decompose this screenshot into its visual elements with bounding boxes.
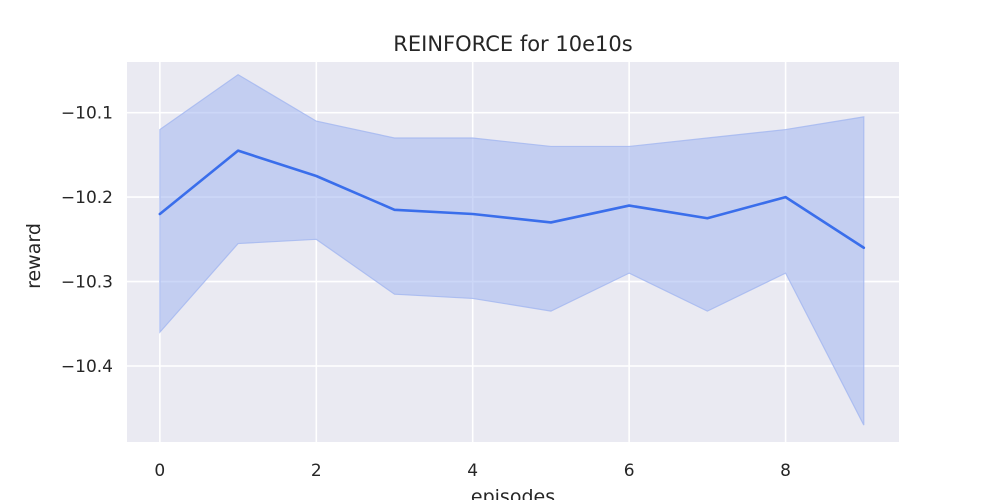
- series-line: [158, 149, 866, 250]
- chart-title: REINFORCE for 10e10s: [393, 32, 632, 56]
- y-tick-labels: −10.1 −10.2 −10.3 −10.4: [61, 104, 113, 377]
- x-tick-label: 8: [780, 461, 791, 481]
- x-tick-labels: 0 2 4 6 8: [154, 461, 791, 481]
- y-tick-label: −10.2: [61, 188, 113, 208]
- x-tick-label: 2: [311, 461, 322, 481]
- x-tick-label: 4: [467, 461, 478, 481]
- x-tick-label: 0: [154, 461, 165, 481]
- y-tick-label: −10.1: [61, 104, 113, 124]
- confidence-bands: [159, 73, 865, 426]
- y-tick-label: −10.4: [61, 357, 113, 377]
- x-axis-label: episodes: [471, 486, 555, 500]
- x-tick-label: 6: [624, 461, 635, 481]
- confidence-band: [159, 73, 865, 426]
- y-axis-label: reward: [23, 223, 45, 289]
- y-tick-label: −10.3: [61, 273, 113, 293]
- series-lines: [158, 149, 866, 250]
